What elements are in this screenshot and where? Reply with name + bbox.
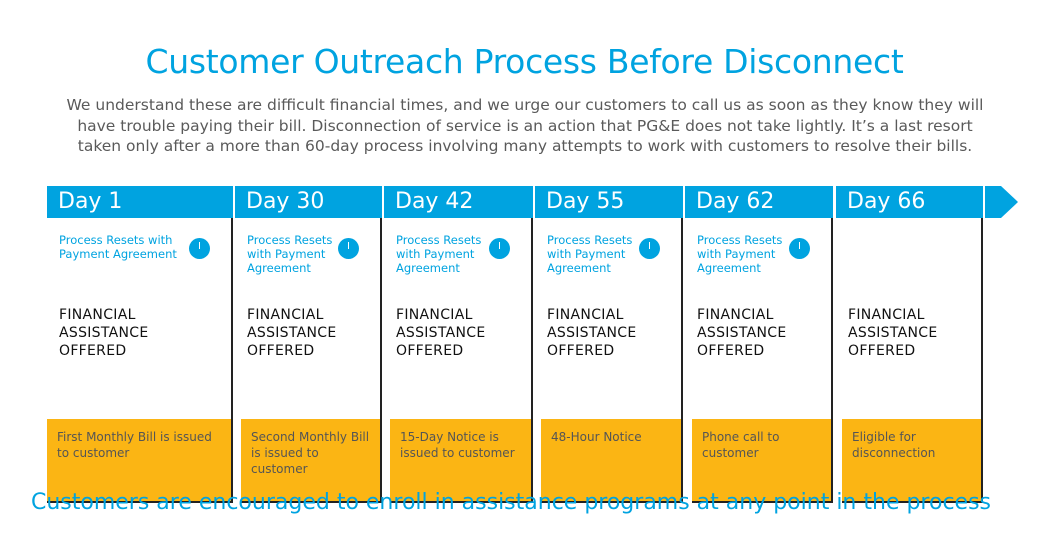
clock-icon — [639, 238, 660, 259]
column-body: Process Resets with Payment Agreement FI… — [384, 218, 533, 503]
financial-assistance-label: FINANCIAL ASSISTANCE OFFERED — [59, 307, 149, 359]
timeline-column: Day 30 Process Resets with Payment Agree… — [235, 186, 382, 503]
process-reset-note: Process Resets with Payment Agreement — [59, 233, 177, 261]
timeline-arrow-head-icon — [1001, 186, 1018, 218]
timeline-column: Day 42 Process Resets with Payment Agree… — [384, 186, 533, 503]
column-body: FINANCIAL ASSISTANCE OFFERED Eligible fo… — [836, 218, 983, 503]
clock-icon — [189, 238, 210, 259]
process-reset-note: Process Resets with Payment Agreement — [247, 233, 333, 275]
timeline-column: Day 55 Process Resets with Payment Agree… — [535, 186, 683, 503]
day-header: Day 55 — [535, 186, 683, 218]
page-title: Customer Outreach Process Before Disconn… — [145, 42, 904, 81]
financial-assistance-label: FINANCIAL ASSISTANCE OFFERED — [396, 307, 486, 359]
day-header: Day 42 — [384, 186, 533, 218]
step-text: Phone call to customer — [702, 430, 780, 460]
step-box: 48-Hour Notice — [541, 419, 683, 503]
clock-icon — [338, 238, 359, 259]
financial-assistance-label: FINANCIAL ASSISTANCE OFFERED — [848, 307, 938, 359]
column-body: Process Resets with Payment Agreement FI… — [235, 218, 382, 503]
day-header: Day 30 — [235, 186, 382, 218]
step-text: 15-Day Notice is issued to customer — [400, 430, 515, 460]
timeline-column: Day 62 Process Resets with Payment Agree… — [685, 186, 833, 503]
financial-assistance-label: FINANCIAL ASSISTANCE OFFERED — [547, 307, 637, 359]
step-text: Eligible for disconnection — [852, 430, 936, 460]
day-header: Day 1 — [47, 186, 233, 218]
clock-icon — [789, 238, 810, 259]
timeline-column: Day 66 FINANCIAL ASSISTANCE OFFERED Elig… — [836, 186, 983, 503]
financial-assistance-label: FINANCIAL ASSISTANCE OFFERED — [247, 307, 337, 359]
day-header: Day 66 — [836, 186, 983, 218]
step-box: Eligible for disconnection — [842, 419, 983, 503]
step-box: First Monthly Bill is issued to customer — [47, 419, 233, 503]
process-reset-note: Process Resets with Payment Agreement — [396, 233, 482, 275]
step-text: First Monthly Bill is issued to customer — [57, 430, 212, 460]
step-box: Second Monthly Bill is issued to custome… — [241, 419, 382, 503]
step-text: Second Monthly Bill is issued to custome… — [251, 430, 370, 476]
step-box: Phone call to customer — [692, 419, 833, 503]
timeline-arrow-body — [985, 186, 1001, 218]
day-header: Day 62 — [685, 186, 833, 218]
step-box: 15-Day Notice is issued to customer — [390, 419, 533, 503]
intro-paragraph: We understand these are difficult financ… — [66, 96, 984, 155]
timeline-column: Day 1 Process Resets with Payment Agreem… — [47, 186, 233, 503]
process-reset-note: Process Resets with Payment Agreement — [697, 233, 783, 275]
financial-assistance-label: FINANCIAL ASSISTANCE OFFERED — [697, 307, 787, 359]
step-text: 48-Hour Notice — [551, 430, 642, 444]
column-body: Process Resets with Payment Agreement FI… — [47, 218, 233, 503]
column-body: Process Resets with Payment Agreement FI… — [685, 218, 833, 503]
process-reset-note: Process Resets with Payment Agreement — [547, 233, 633, 275]
clock-icon — [489, 238, 510, 259]
column-body: Process Resets with Payment Agreement FI… — [535, 218, 683, 503]
footer-note: Customers are encouraged to enroll in as… — [30, 490, 992, 515]
